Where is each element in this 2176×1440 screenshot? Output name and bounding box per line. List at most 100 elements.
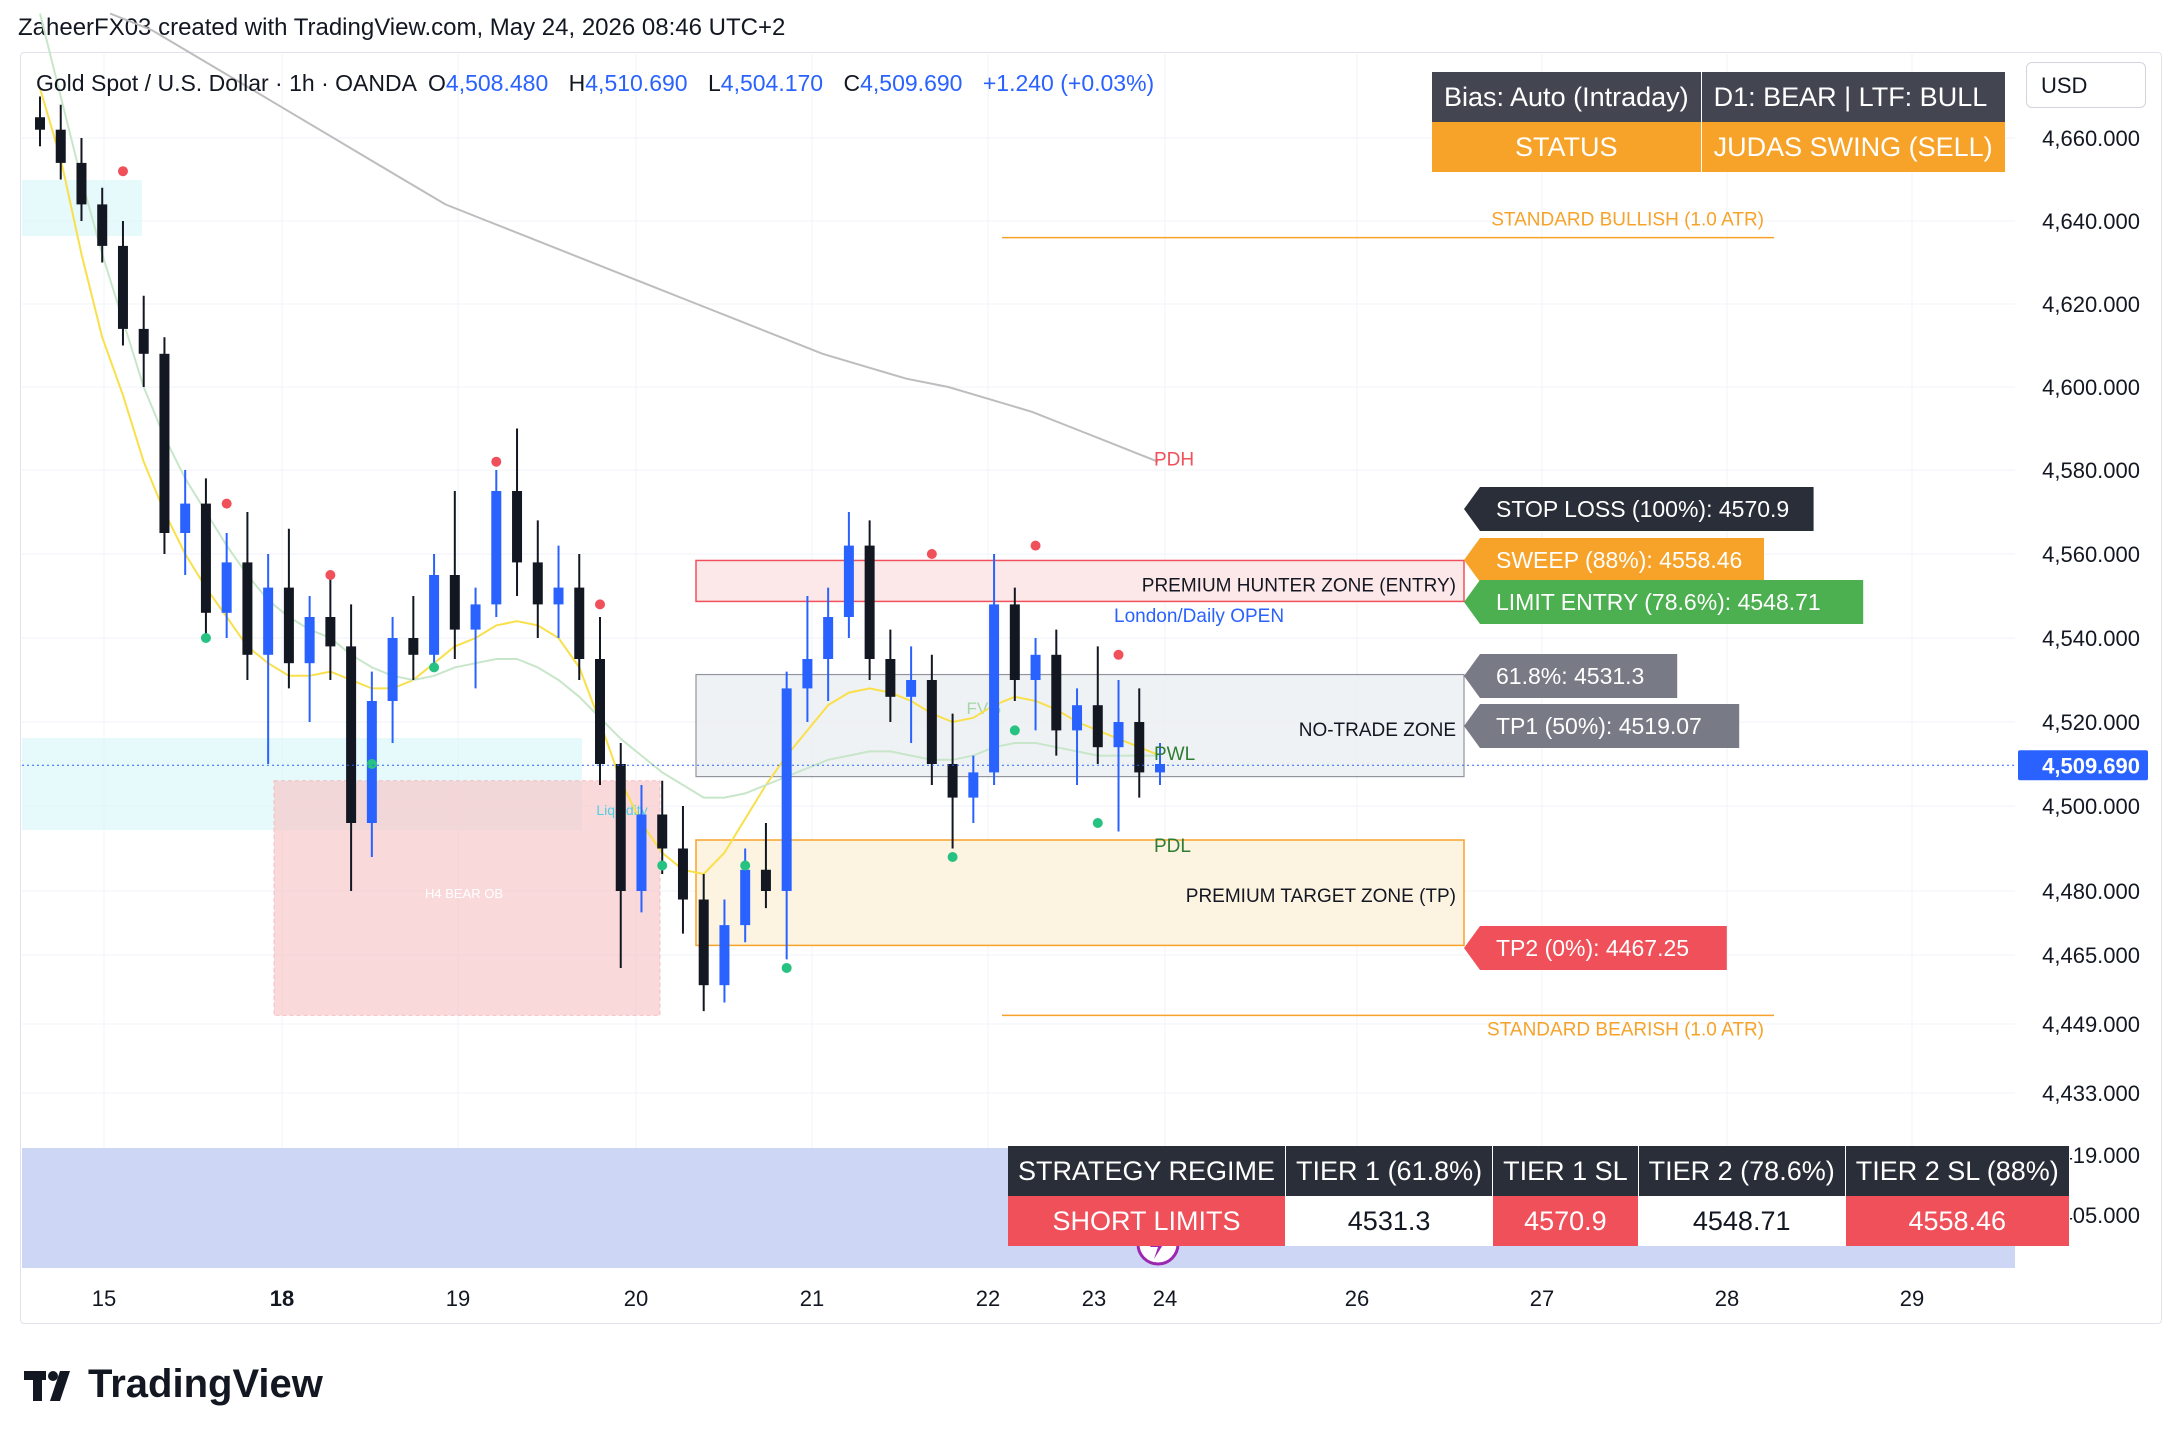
- candle-body: [387, 638, 398, 701]
- bias-timeframes: D1: BEAR | LTF: BULL: [1701, 72, 2006, 122]
- candle-body: [1134, 722, 1145, 773]
- candle-body: [470, 604, 481, 630]
- standard-bullish-label: STANDARD BULLISH (1.0 ATR): [1491, 210, 1764, 231]
- signal-dot: [947, 852, 958, 862]
- premium-hunter-zone: [695, 559, 1465, 603]
- candle-body: [283, 587, 294, 664]
- candle-body: [574, 587, 585, 659]
- candle-body: [802, 659, 813, 689]
- tier2-sl-value: 4558.46: [1845, 1196, 2070, 1246]
- signal-dot: [595, 599, 605, 610]
- low-label: L: [707, 70, 721, 96]
- price-axis-label: 4,433.000: [2042, 1081, 2140, 1106]
- candle-body: [304, 617, 315, 664]
- candle-body: [117, 245, 128, 329]
- price-chart[interactable]: H4 BEAR OBLiquidityPREMIUM HUNTER ZONE (…: [0, 0, 2176, 1340]
- candle-body: [97, 204, 108, 246]
- tier1-header: TIER 1 (61.8%): [1285, 1146, 1494, 1196]
- signal-dot: [429, 662, 440, 673]
- tier1-sl-header: TIER 1 SL: [1492, 1146, 1639, 1196]
- signal-dot: [926, 549, 937, 559]
- close-label: C: [843, 70, 861, 96]
- signal-dot: [1113, 649, 1124, 660]
- time-axis-label: 19: [446, 1286, 470, 1311]
- time-axis-label: 27: [1530, 1286, 1554, 1311]
- low-value: 4,504.170: [720, 70, 824, 96]
- status-value: JUDAS SWING (SELL): [1701, 122, 2006, 172]
- price-axis-label: 4,640.000: [2042, 209, 2140, 234]
- candle-body: [1009, 604, 1020, 680]
- price-tag: [1464, 704, 1740, 748]
- signal-dot: [657, 860, 668, 871]
- candle-body: [781, 688, 792, 891]
- candle-body: [1155, 764, 1165, 773]
- current-price-badge: [2018, 750, 2148, 781]
- price-axis-label: 4,500.000: [2042, 794, 2140, 819]
- candle-body: [926, 680, 937, 764]
- candle-body: [35, 117, 45, 130]
- symbol-name[interactable]: Gold Spot / U.S. Dollar · 1h · OANDA: [36, 70, 416, 96]
- signal-dot: [1030, 540, 1041, 551]
- candle-body: [553, 587, 564, 605]
- candle-body: [200, 503, 211, 613]
- signal-dot: [200, 633, 211, 643]
- price-tag: [1464, 580, 1864, 624]
- candle-body: [55, 129, 66, 163]
- candle-body: [968, 772, 979, 798]
- price-axis-label: 4,660.000: [2042, 126, 2140, 151]
- currency-selector[interactable]: USD: [2026, 62, 2146, 108]
- premium-target-zone-label: PREMIUM TARGET ZONE (TP): [1186, 886, 1456, 907]
- candle-body: [760, 869, 771, 891]
- candle-body: [615, 764, 626, 891]
- signal-dot: [781, 962, 792, 973]
- candle-body: [263, 587, 274, 655]
- price-axis-label: 4,620.000: [2042, 292, 2140, 317]
- price-axis-label: 4,520.000: [2042, 710, 2140, 735]
- strategy-regime-header: STRATEGY REGIME: [1008, 1146, 1287, 1196]
- pdl-label: PDL: [1154, 836, 1191, 857]
- candle-body: [864, 545, 875, 659]
- candle-body: [1092, 705, 1103, 748]
- tier2-header: TIER 2 (78.6%): [1638, 1146, 1846, 1196]
- price-tag: [1464, 487, 1814, 531]
- price-axis-label: 4,560.000: [2042, 542, 2140, 567]
- signal-dot: [491, 456, 502, 467]
- signal-dot: [117, 166, 128, 177]
- price-tag-label: SWEEP (88%): 4558.46: [1496, 547, 1742, 573]
- candle-body: [512, 491, 523, 563]
- tier2-value: 4548.71: [1638, 1196, 1846, 1246]
- tier1-sl-value: 4570.9: [1492, 1196, 1639, 1246]
- standard-bearish-label: STANDARD BEARISH (1.0 ATR): [1487, 1019, 1764, 1040]
- candle-body: [885, 659, 896, 697]
- candle-body: [491, 491, 502, 605]
- london-open-label: London/Daily OPEN: [1114, 606, 1284, 627]
- time-axis-label: 26: [1345, 1286, 1369, 1311]
- pwl-label: PWL: [1154, 744, 1195, 765]
- candle-body: [719, 925, 730, 986]
- price-tag: [1464, 654, 1678, 698]
- candle-body: [449, 575, 460, 630]
- h4-bear-ob-label: H4 BEAR OB: [425, 886, 503, 901]
- tradingview-logo[interactable]: TradingView: [24, 1362, 323, 1407]
- candle-body: [595, 659, 605, 764]
- candle-body: [740, 869, 751, 926]
- signal-dot: [221, 498, 232, 509]
- time-axis-label: 20: [624, 1286, 648, 1311]
- price-axis-label: 4,540.000: [2042, 626, 2140, 651]
- price-axis-label: 4,580.000: [2042, 458, 2140, 483]
- high-value: 4,510.690: [585, 70, 688, 96]
- time-axis-label: 15: [92, 1286, 116, 1311]
- status-label: STATUS: [1432, 122, 1702, 172]
- candle-body: [1030, 654, 1041, 680]
- bias-mode: Bias: Auto (Intraday): [1432, 72, 1702, 122]
- no-trade-zone-label: NO-TRADE ZONE: [1299, 720, 1456, 741]
- candle-body: [906, 680, 917, 697]
- time-axis-label: 18: [270, 1286, 294, 1311]
- candle-body: [947, 764, 958, 798]
- signal-dot: [366, 759, 377, 769]
- moving-average-line: [109, 12, 1159, 463]
- candle-body: [843, 545, 854, 617]
- candle-body: [677, 848, 688, 900]
- candle-body: [989, 604, 1000, 773]
- candle-body: [159, 353, 170, 533]
